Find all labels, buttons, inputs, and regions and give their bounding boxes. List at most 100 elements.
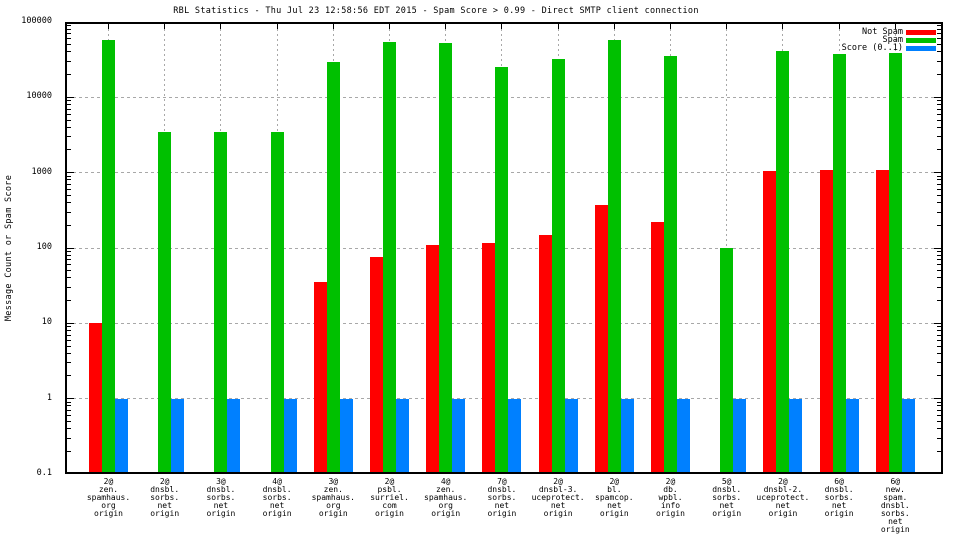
y-tick-minor bbox=[67, 224, 71, 226]
x-tick-label: 3@ dnsbl. sorbs. net origin bbox=[206, 477, 236, 518]
y-tick-minor bbox=[67, 119, 71, 121]
bar-spam bbox=[607, 40, 621, 473]
y-tick-minor bbox=[937, 270, 941, 272]
legend-swatch-spam bbox=[906, 37, 936, 43]
x-tick bbox=[838, 24, 840, 29]
y-tick-minor bbox=[67, 450, 71, 452]
y-tick-major bbox=[67, 398, 74, 400]
y-tick-minor bbox=[67, 51, 71, 53]
bar-spam bbox=[326, 62, 340, 473]
bar-spam bbox=[832, 53, 846, 473]
y-tick-minor bbox=[67, 428, 71, 430]
bar-spam bbox=[383, 42, 396, 473]
y-tick-minor bbox=[67, 108, 71, 110]
y-tick-minor bbox=[67, 175, 71, 177]
y-tick-major bbox=[934, 172, 941, 174]
y-tick-minor bbox=[67, 28, 71, 30]
y-tick-major bbox=[934, 398, 941, 400]
bar-not-spam bbox=[538, 234, 552, 473]
y-tick-minor bbox=[67, 179, 71, 181]
y-tick-minor bbox=[937, 339, 941, 341]
y-tick-minor bbox=[937, 108, 941, 110]
y-tick-minor bbox=[937, 24, 941, 26]
y-tick-minor bbox=[67, 44, 71, 46]
y-tick-minor bbox=[67, 414, 71, 416]
y-tick-minor bbox=[937, 326, 941, 328]
x-tick-label: 4@ dnsbl. sorbs. net origin bbox=[262, 477, 292, 518]
y-tick-minor bbox=[67, 270, 71, 272]
x-tick bbox=[894, 24, 896, 29]
bar-score-0-1 bbox=[789, 398, 803, 473]
y-tick-major bbox=[934, 96, 941, 98]
legend-item-label: Spam bbox=[882, 35, 903, 45]
y-tick-minor bbox=[67, 286, 71, 288]
x-tick-label: 7@ dnsbl. sorbs. net origin bbox=[487, 477, 517, 518]
x-tick bbox=[389, 24, 390, 29]
x-tick-label: 2@ db. wpbl. info origin bbox=[656, 477, 685, 518]
y-tick-minor bbox=[67, 352, 71, 354]
bar-spam bbox=[551, 59, 565, 473]
y-tick-minor bbox=[937, 51, 941, 53]
y-tick-minor bbox=[937, 345, 941, 347]
y-tick-minor bbox=[937, 277, 941, 279]
x-tick bbox=[332, 24, 334, 29]
x-tick-label: 2@ dnsbl-2. uceprotect. net origin bbox=[756, 477, 810, 518]
y-tick-minor bbox=[937, 405, 941, 407]
y-tick-label: 1000 bbox=[31, 166, 52, 177]
y-tick-label: 100000 bbox=[21, 16, 52, 26]
y-tick-minor bbox=[937, 136, 941, 138]
bar-spam bbox=[664, 56, 677, 473]
y-tick-minor bbox=[937, 409, 941, 411]
y-tick-minor bbox=[67, 277, 71, 279]
y-tick-minor bbox=[937, 202, 941, 204]
y-tick-minor bbox=[67, 375, 71, 377]
y-tick-minor bbox=[937, 224, 941, 226]
y-tick-minor bbox=[67, 60, 71, 62]
bar-spam bbox=[720, 248, 734, 473]
y-tick-minor bbox=[937, 254, 941, 256]
y-tick-minor bbox=[937, 362, 941, 364]
y-tick-major bbox=[934, 322, 941, 324]
bar-spam bbox=[158, 131, 172, 473]
y-tick-minor bbox=[937, 74, 941, 76]
bar-score-0-1 bbox=[171, 398, 185, 473]
y-tick-minor bbox=[67, 250, 71, 252]
x-tick bbox=[670, 24, 671, 29]
y-tick-minor bbox=[937, 183, 941, 185]
legend-item-label: Score (0..1) bbox=[841, 43, 903, 53]
y-tick-minor bbox=[67, 420, 71, 422]
y-tick-minor bbox=[937, 450, 941, 452]
y-tick-minor bbox=[67, 409, 71, 411]
x-tick-label: 2@ psbl. surriel. com origin bbox=[370, 477, 409, 518]
y-tick-minor bbox=[937, 28, 941, 30]
y-tick-label: 1 bbox=[46, 392, 52, 403]
x-tick-label: 6@ dnsbl. sorbs. net origin bbox=[824, 477, 854, 518]
legend-swatch-not-spam bbox=[906, 29, 936, 35]
bar-spam bbox=[270, 131, 284, 473]
y-tick-minor bbox=[67, 113, 71, 115]
y-tick-minor bbox=[937, 264, 941, 266]
chart-title: RBL Statistics - Thu Jul 23 12:58:56 EDT… bbox=[173, 6, 699, 16]
y-tick-minor bbox=[67, 202, 71, 204]
y-tick-minor bbox=[937, 286, 941, 288]
y-tick-minor bbox=[67, 194, 71, 196]
y-tick-minor bbox=[937, 437, 941, 439]
bar-not-spam bbox=[875, 169, 889, 473]
bar-spam bbox=[214, 131, 228, 473]
y-tick-minor bbox=[67, 183, 71, 185]
bar-not-spam bbox=[370, 257, 383, 473]
bar-not-spam bbox=[651, 222, 664, 473]
x-tick bbox=[220, 24, 222, 29]
bar-not-spam bbox=[313, 282, 327, 473]
x-tick-label: 4@ zen. spamhaus. org origin bbox=[424, 477, 468, 518]
y-tick-minor bbox=[67, 405, 71, 407]
bar-spam bbox=[102, 39, 115, 473]
y-tick-minor bbox=[937, 194, 941, 196]
y-tick-minor bbox=[937, 188, 941, 190]
x-tick-label: 5@ dnsbl. sorbs. net origin bbox=[712, 477, 742, 518]
y-tick-minor bbox=[67, 211, 71, 213]
y-tick-major bbox=[67, 247, 74, 249]
y-tick-minor bbox=[937, 38, 941, 40]
y-tick-minor bbox=[67, 74, 71, 76]
x-tick-label: 2@ dnsbl-3. uceprotect. net origin bbox=[531, 477, 585, 518]
